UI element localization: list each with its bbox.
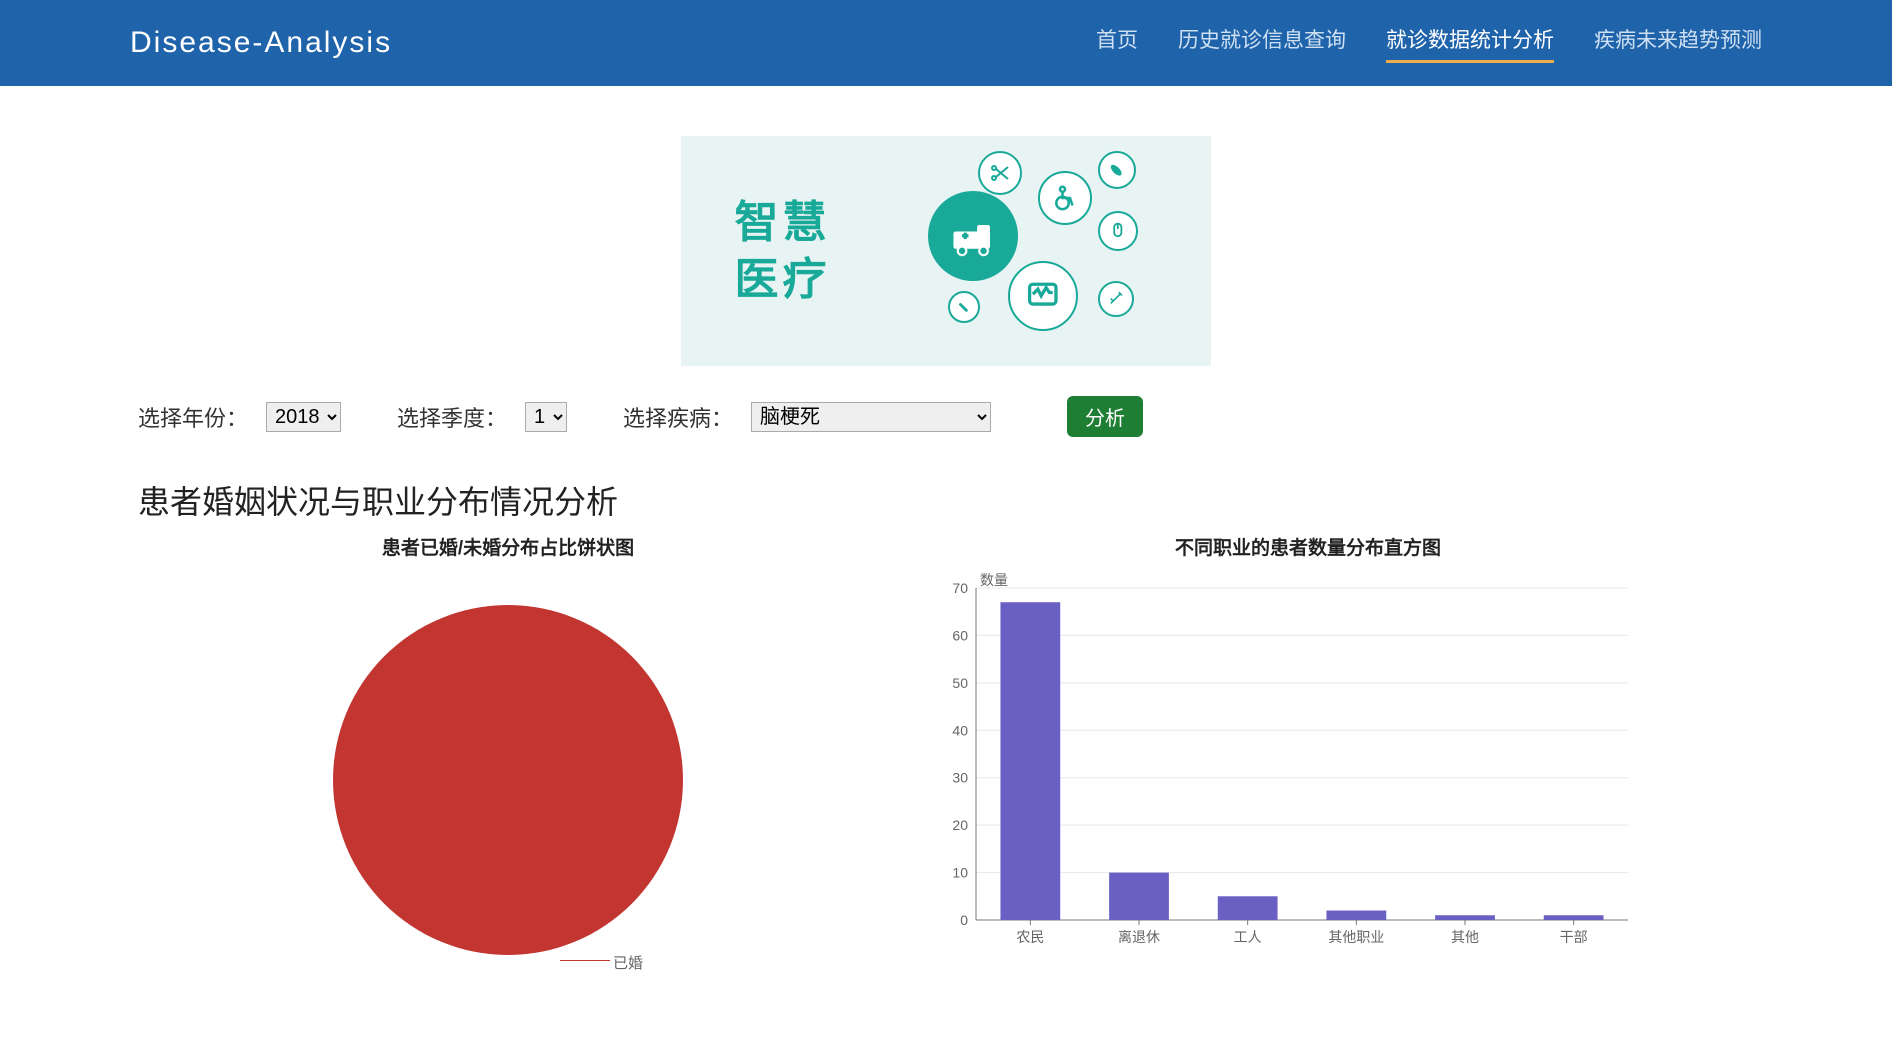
pill-icon	[1098, 151, 1136, 189]
hero-text: 智慧 医疗	[735, 194, 831, 308]
svg-text:其他: 其他	[1451, 929, 1479, 945]
disease-select[interactable]: 脑梗死	[751, 402, 991, 432]
pie-chart: 已婚	[138, 570, 878, 990]
navbar: Disease-Analysis 首页 历史就诊信息查询 就诊数据统计分析 疾病…	[0, 0, 1892, 86]
svg-text:10: 10	[952, 865, 968, 881]
mouse-icon	[1098, 211, 1138, 251]
band-aid-icon	[948, 291, 980, 323]
quarter-label: 选择季度：	[397, 401, 507, 433]
filter-row: 选择年份： 2018 选择季度： 1 选择疾病： 脑梗死 分析	[138, 396, 1892, 437]
hero-icons	[898, 151, 1158, 351]
hero-text-line1: 智慧	[735, 194, 831, 251]
bar-chart-panel: 不同职业的患者数量分布直方图 数量 0 10 20 30 40 50 60 70 农民 离退休 工人…	[918, 533, 1698, 1010]
wheelchair-icon	[1038, 171, 1092, 225]
scissors-icon	[978, 151, 1022, 195]
hero-box: 智慧 医疗	[681, 136, 1211, 366]
year-label: 选择年份：	[138, 401, 248, 433]
pie-chart-title: 患者已婚/未婚分布占比饼状图	[138, 533, 878, 560]
svg-text:离退休: 离退休	[1118, 929, 1160, 945]
svg-text:工人: 工人	[1234, 929, 1262, 945]
syringe-icon	[1098, 281, 1134, 317]
pie-slice-label: 已婚	[613, 952, 643, 973]
pie-chart-panel: 患者已婚/未婚分布占比饼状图 已婚	[138, 533, 878, 1010]
hero-text-line2: 医疗	[735, 251, 831, 308]
brand-title: Disease-Analysis	[130, 26, 392, 60]
bar-svg: 0 10 20 30 40 50 60 70 农民 离退休 工人 其他职业 其他 干部	[918, 570, 1678, 990]
monitor-icon	[1008, 261, 1078, 331]
section-title: 患者婚姻状况与职业分布情况分析	[138, 477, 1892, 523]
svg-text:60: 60	[952, 627, 968, 643]
svg-text:其他职业: 其他职业	[1328, 929, 1384, 945]
year-select[interactable]: 2018	[266, 402, 341, 432]
svg-text:农民: 农民	[1016, 929, 1044, 945]
svg-text:0: 0	[960, 912, 968, 928]
nav-link-home[interactable]: 首页	[1096, 24, 1138, 63]
svg-text:50: 50	[952, 675, 968, 691]
bar-chart-title: 不同职业的患者数量分布直方图	[918, 533, 1698, 560]
svg-text:40: 40	[952, 722, 968, 738]
ambulance-icon	[928, 191, 1018, 281]
analyze-button[interactable]: 分析	[1067, 396, 1143, 437]
pie-leader-line	[560, 960, 610, 961]
bar-chart: 数量 0 10 20 30 40 50 60 70 农民 离退休 工人 其他职业 其他 干部	[918, 570, 1698, 1010]
nav-link-stats[interactable]: 就诊数据统计分析	[1386, 24, 1554, 63]
svg-text:30: 30	[952, 770, 968, 786]
charts-row: 患者已婚/未婚分布占比饼状图 已婚 不同职业的患者数量分布直方图 数量 0 10 2…	[138, 533, 1892, 1010]
nav-link-history[interactable]: 历史就诊信息查询	[1178, 24, 1346, 63]
svg-text:70: 70	[952, 580, 968, 596]
bar-chart-ylabel: 数量	[980, 570, 1008, 590]
hero-banner: 智慧 医疗	[0, 136, 1892, 366]
nav-links: 首页 历史就诊信息查询 就诊数据统计分析 疾病未来趋势预测	[1096, 24, 1762, 63]
svg-text:20: 20	[952, 817, 968, 833]
nav-link-forecast[interactable]: 疾病未来趋势预测	[1594, 24, 1762, 63]
disease-label: 选择疾病：	[623, 401, 733, 433]
quarter-select[interactable]: 1	[525, 402, 567, 432]
pie-svg	[258, 570, 758, 990]
svg-text:干部: 干部	[1560, 929, 1588, 945]
